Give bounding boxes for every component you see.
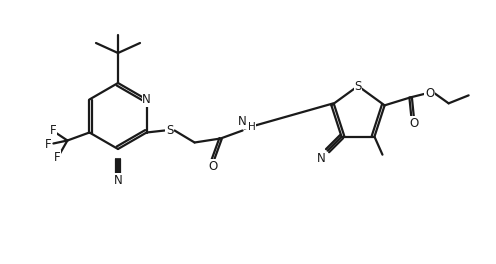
Text: S: S [354,79,362,92]
Text: H: H [248,121,255,131]
Text: O: O [208,160,217,173]
Text: F: F [54,151,61,164]
Text: F: F [50,124,57,137]
Text: N: N [238,115,247,128]
Text: S: S [166,124,173,137]
Text: O: O [425,87,434,100]
Text: F: F [45,138,52,151]
Text: N: N [317,152,326,165]
Text: O: O [409,117,418,130]
Text: N: N [142,93,151,106]
Text: N: N [114,173,123,186]
